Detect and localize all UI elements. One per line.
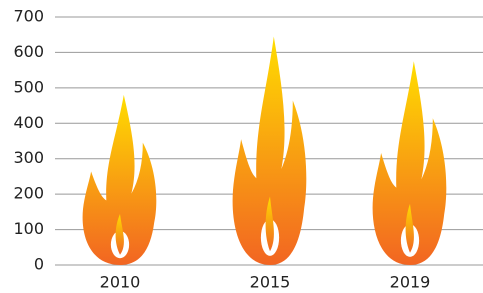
x-tick-label: 2019 [390, 273, 431, 292]
x-tick-label: 2015 [250, 273, 291, 292]
chart: 0 100 200 300 400 500 600 700 2010 2015 2019 [0, 0, 483, 293]
x-tick-label: 2010 [100, 273, 141, 292]
y-tick-label: 0 [34, 255, 44, 274]
y-tick-label: 300 [13, 148, 44, 167]
y-tick-label: 100 [13, 219, 44, 238]
y-tick-label: 200 [13, 184, 44, 203]
y-tick-label: 500 [13, 77, 44, 96]
y-tick-label: 400 [13, 113, 44, 132]
y-tick-label: 600 [13, 42, 44, 61]
y-tick-label: 700 [13, 7, 44, 26]
